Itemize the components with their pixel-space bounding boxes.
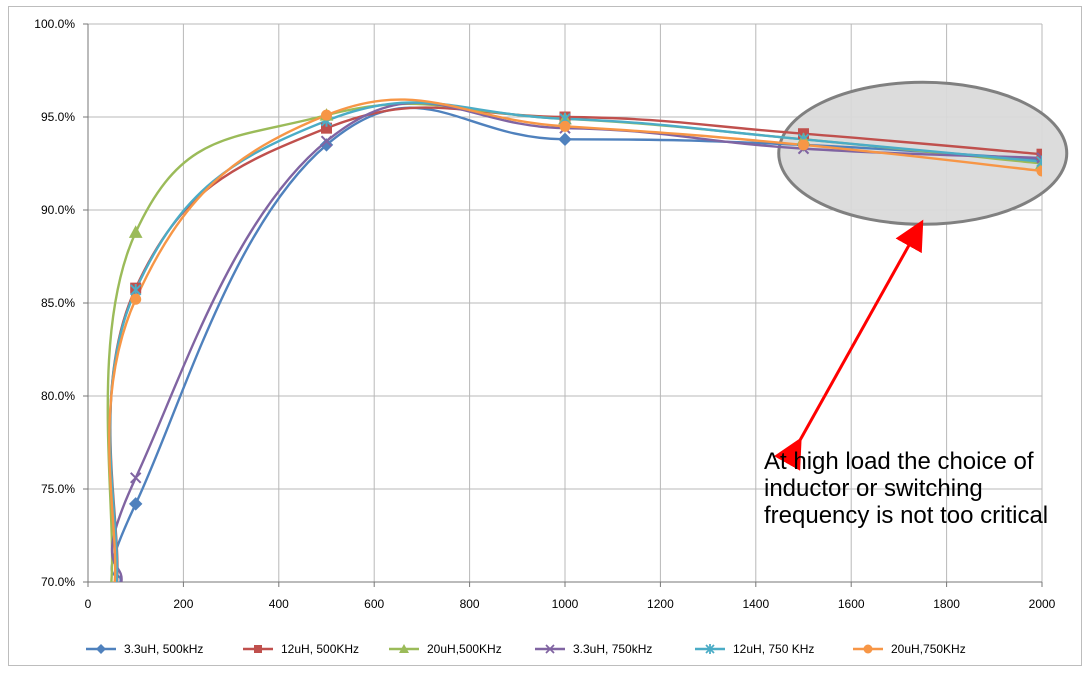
x-tick-label-1200: 1200 bbox=[647, 597, 674, 611]
x-tick-label-0: 0 bbox=[85, 597, 92, 611]
x-tick-label-1400: 1400 bbox=[742, 597, 769, 611]
legend-label-6: 20uH,750KHz bbox=[891, 642, 966, 656]
x-tick-label-600: 600 bbox=[364, 597, 384, 611]
legend-marker-3 bbox=[399, 644, 409, 653]
data-point-series-4-2 bbox=[320, 135, 333, 147]
y-tick-label-75.0%: 75.0% bbox=[41, 482, 75, 496]
legend-label-3: 20uH,500KHz bbox=[427, 642, 502, 656]
legend-marker-6 bbox=[863, 644, 873, 654]
y-tick-label-80.0%: 80.0% bbox=[41, 389, 75, 403]
legend-marker-5 bbox=[705, 644, 715, 654]
y-tick-label-95.0%: 95.0% bbox=[41, 110, 75, 124]
data-point-series-6-5 bbox=[1036, 165, 1042, 177]
data-point-series-6-1 bbox=[130, 293, 142, 305]
legend-marker-4 bbox=[545, 644, 555, 654]
y-tick-label-90.0%: 90.0% bbox=[41, 203, 75, 217]
x-tick-label-2000: 2000 bbox=[1029, 597, 1056, 611]
legend: 3.3uH, 500kHz 12uH, 500KHz 20uH,500KHz 3.3u… bbox=[86, 642, 966, 656]
data-point-series-3-1 bbox=[128, 225, 143, 238]
legend-marker-1 bbox=[96, 644, 106, 654]
annotation-line-1: At high load the choice of bbox=[764, 448, 1034, 475]
x-tick-label-1800: 1800 bbox=[933, 597, 960, 611]
data-point-series-4-1 bbox=[129, 472, 142, 484]
x-tick-label-1600: 1600 bbox=[838, 597, 865, 611]
data-point-series-1-2 bbox=[319, 138, 334, 152]
y-tick-label-100.0%: 100.0% bbox=[34, 17, 75, 31]
x-tick-label-1000: 1000 bbox=[552, 597, 579, 611]
annotation-line-3: frequency is not too critical bbox=[764, 502, 1048, 529]
series-line-5 bbox=[108, 101, 1042, 582]
legend-marker-2 bbox=[254, 645, 262, 653]
legend-label-1: 3.3uH, 500kHz bbox=[124, 642, 203, 656]
data-point-series-1-1 bbox=[128, 497, 143, 511]
legend-label-4: 3.3uH, 750kHz bbox=[573, 642, 652, 656]
legend-label-5: 12uH, 750 KHz bbox=[733, 642, 814, 656]
data-point-series-5-5 bbox=[1036, 155, 1042, 168]
data-point-series-6-4 bbox=[798, 139, 809, 151]
legend-label-2: 12uH, 500KHz bbox=[281, 642, 359, 656]
series-layer bbox=[106, 98, 1042, 582]
axis-layer bbox=[83, 23, 1043, 587]
annotation-line-2: inductor or switching bbox=[764, 475, 983, 502]
annotation-arrow bbox=[773, 219, 924, 471]
tick-label-layer: 0 200 400 600 800 1000 1200 1400 1600 1800 2000 70.… bbox=[34, 17, 1055, 611]
marker-layer bbox=[128, 108, 1042, 511]
x-tick-label-400: 400 bbox=[269, 597, 289, 611]
data-point-series-6-2 bbox=[321, 109, 332, 121]
data-point-series-4-5 bbox=[1036, 152, 1042, 164]
series-line-6 bbox=[108, 98, 1042, 582]
x-tick-label-800: 800 bbox=[460, 597, 480, 611]
y-tick-label-70.0%: 70.0% bbox=[41, 575, 75, 589]
y-tick-label-85.0%: 85.0% bbox=[41, 296, 75, 310]
x-tick-label-200: 200 bbox=[173, 597, 193, 611]
data-point-series-1-3 bbox=[558, 132, 572, 147]
data-point-series-6-3 bbox=[559, 120, 571, 132]
